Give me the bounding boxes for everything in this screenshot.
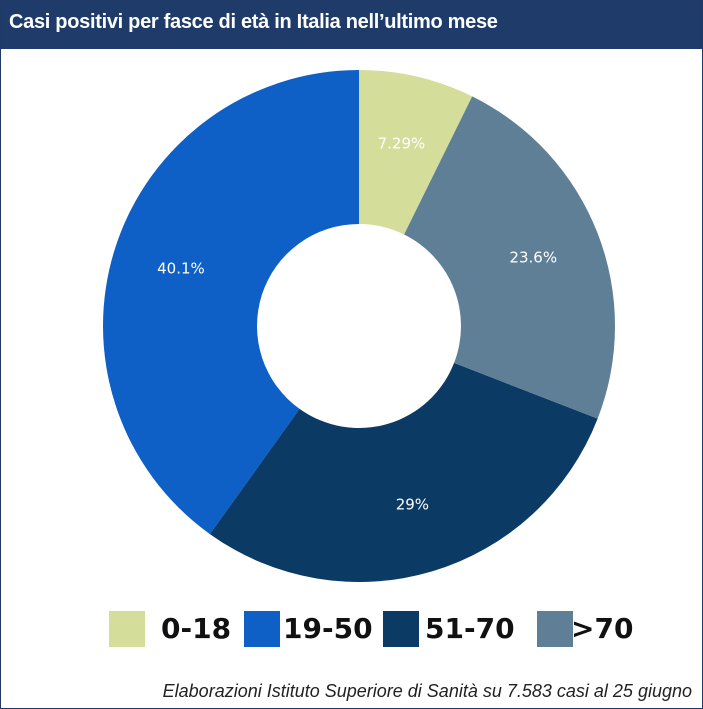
legend-label: 0-18	[161, 612, 231, 645]
legend-swatch	[537, 611, 573, 647]
data-label: 40.1%	[157, 259, 205, 277]
legend-swatch	[109, 611, 145, 647]
donut-slice	[359, 70, 473, 235]
data-label: 7.29%	[378, 134, 426, 152]
legend-swatch	[383, 611, 419, 647]
source-note: Elaborazioni Istituto Superiore di Sanit…	[162, 681, 692, 701]
donut-slice	[209, 362, 598, 583]
data-label: 29%	[396, 496, 429, 514]
donut-slice	[103, 70, 360, 535]
data-label: 23.6%	[509, 249, 557, 267]
legend-label: >70	[571, 612, 633, 645]
legend-swatch	[244, 611, 280, 647]
donut-slice	[404, 96, 615, 419]
legend-label: 51-70	[425, 612, 515, 645]
chart-title: Casi positivi per fasce di età in Italia…	[9, 11, 498, 33]
header-bar: Casi positivi per fasce di età in Italia…	[1, 1, 702, 49]
chart: 7.29% 40.1% 29% 23.6% 0-18 19-50 51-70 >70	[103, 70, 633, 647]
legend-label: 19-50	[283, 612, 373, 645]
